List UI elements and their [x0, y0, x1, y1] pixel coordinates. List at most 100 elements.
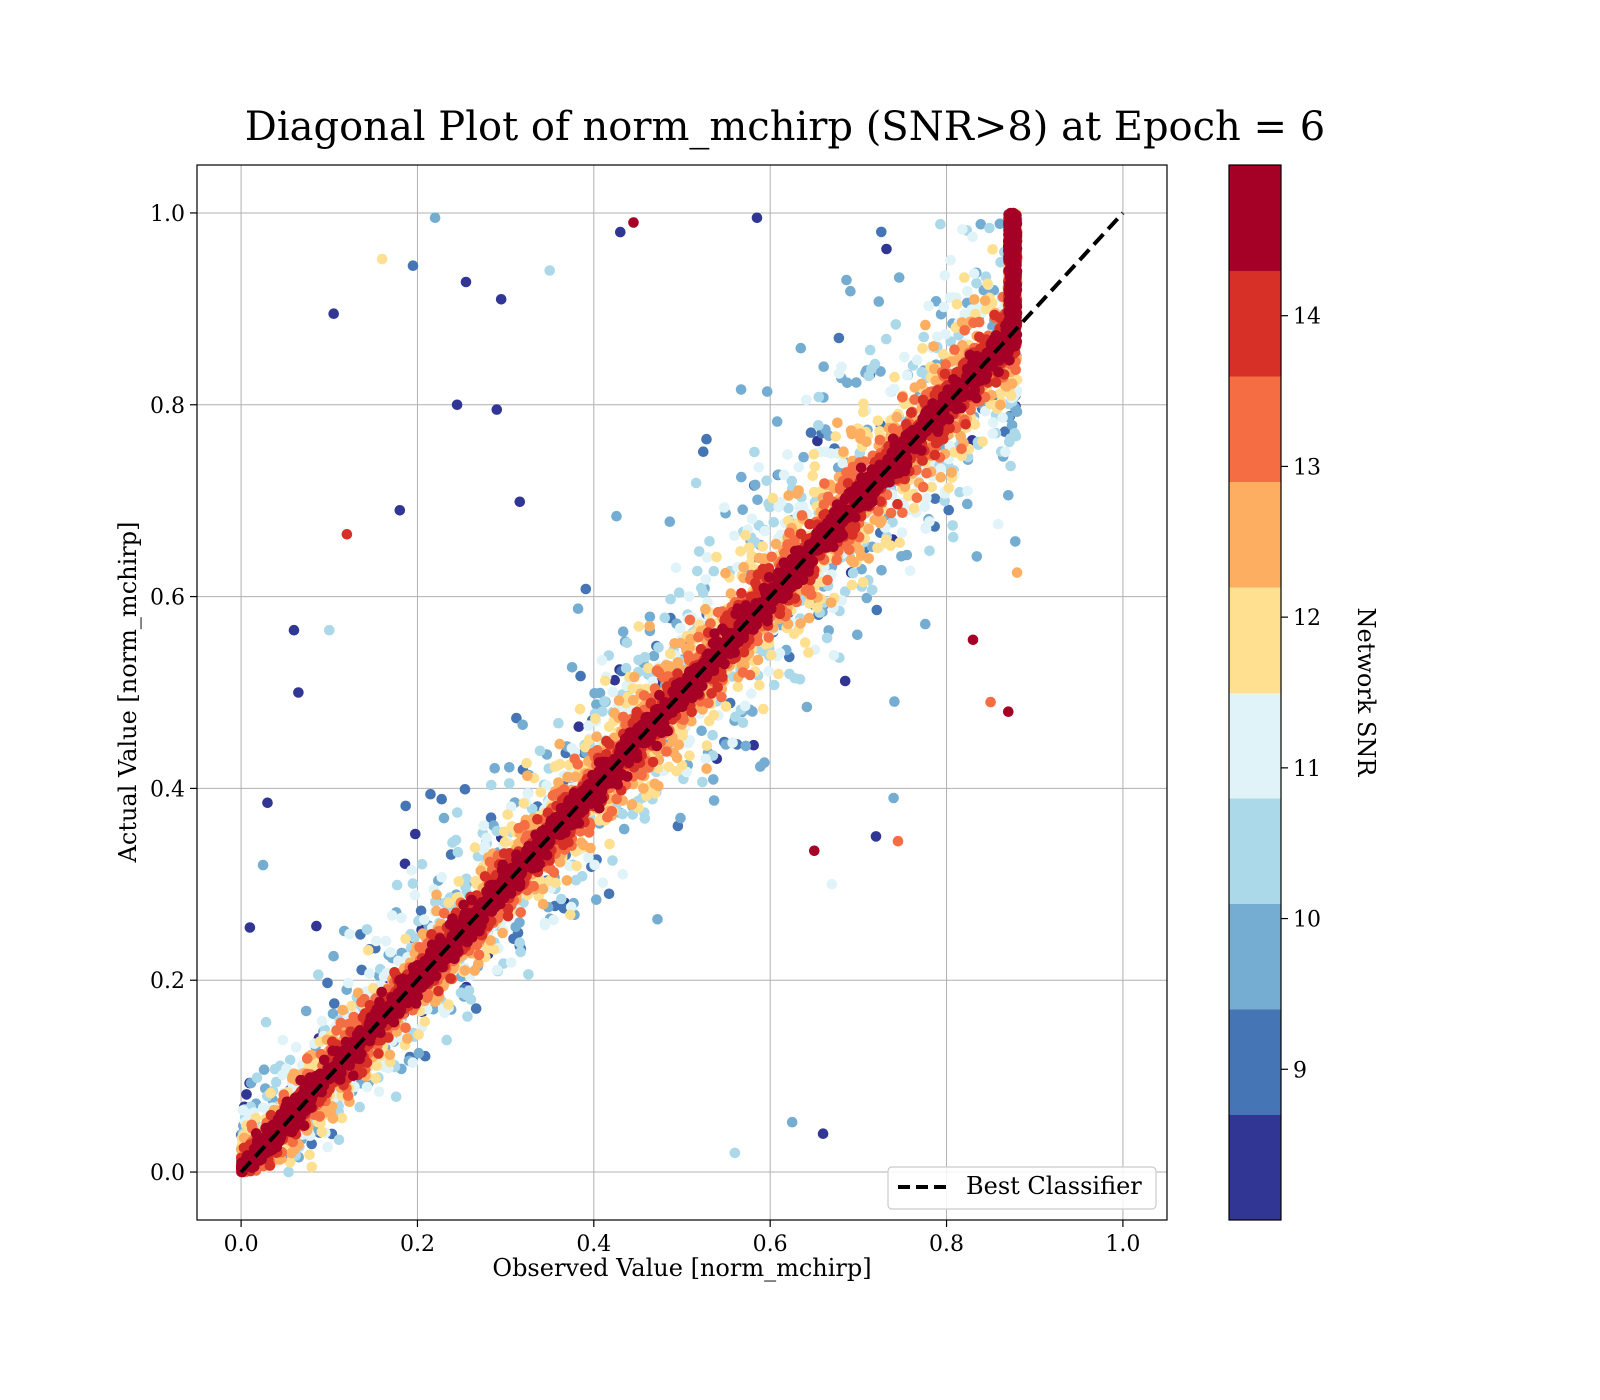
- scatter-point: [880, 534, 892, 545]
- scatter-point: [807, 470, 818, 482]
- scatter-point: [277, 1034, 289, 1046]
- scatter-point: [293, 687, 304, 698]
- scatter-point: [257, 1102, 269, 1113]
- scatter-point: [301, 1053, 313, 1064]
- scatter-point: [729, 1147, 741, 1159]
- scatter-point: [920, 523, 932, 534]
- scatter-point: [443, 999, 454, 1010]
- scatter-point: [876, 226, 887, 238]
- scatter-point: [897, 392, 908, 403]
- scatter-point: [499, 836, 511, 848]
- scatter-point: [337, 1004, 348, 1016]
- scatter-point: [554, 738, 565, 750]
- scatter-point: [830, 431, 842, 442]
- scatter-point: [684, 750, 695, 761]
- scatter-point: [1003, 490, 1014, 501]
- scatter-point: [737, 667, 749, 678]
- scatter-point: [478, 820, 490, 831]
- scatter-point: [805, 427, 817, 439]
- scatter-point: [962, 286, 973, 297]
- scatter-point: [889, 696, 900, 707]
- scatter-point: [665, 593, 676, 605]
- scatter-point: [959, 272, 970, 283]
- scatter-point: [258, 1064, 270, 1075]
- scatter-point: [288, 624, 300, 636]
- scatter-point: [535, 786, 547, 798]
- scatter-point: [967, 231, 978, 243]
- scatter-point: [607, 686, 619, 698]
- scatter-point: [926, 481, 937, 493]
- scatter-point: [708, 565, 720, 577]
- scatter-point: [400, 933, 411, 945]
- scatter-point: [244, 922, 256, 933]
- scatter-point: [284, 1157, 296, 1168]
- scatter-point: [644, 620, 655, 632]
- scatter-point: [659, 612, 671, 624]
- scatter-point: [518, 798, 530, 809]
- scatter-point: [740, 529, 751, 541]
- scatter-point: [749, 479, 761, 491]
- scatter-point: [763, 666, 774, 677]
- scatter-point: [832, 417, 843, 429]
- scatter-point: [306, 1138, 318, 1150]
- scatter-point: [571, 860, 582, 872]
- scatter-point: [361, 924, 373, 935]
- scatter-point: [394, 505, 406, 516]
- scatter-point: [283, 1166, 294, 1178]
- scatter-point: [987, 417, 999, 428]
- scatter-point: [935, 218, 946, 230]
- scatter-point: [652, 914, 663, 925]
- scatter-point: [621, 637, 633, 649]
- scatter-point: [931, 331, 943, 343]
- scatter-point: [921, 492, 932, 504]
- scatter-point: [861, 436, 872, 448]
- scatter-point: [596, 654, 608, 666]
- scatter-point: [803, 647, 814, 658]
- scatter-point: [775, 497, 787, 508]
- scatter-point: [438, 812, 450, 824]
- scatter-point: [1006, 419, 1018, 431]
- scatter-point: [804, 598, 815, 609]
- scatter-point: [701, 433, 712, 445]
- scatter-point: [839, 586, 851, 597]
- scatter-point: [935, 463, 947, 475]
- scatter-point: [818, 361, 829, 373]
- scatter-point: [971, 551, 983, 562]
- scatter-point: [869, 358, 881, 370]
- scatter-point: [407, 878, 419, 889]
- scatter-point: [901, 549, 913, 561]
- scatter-point: [322, 1141, 334, 1153]
- scatter-point: [251, 1072, 263, 1083]
- scatter-point: [583, 852, 594, 863]
- scatter-point: [876, 565, 887, 576]
- scatter-point: [735, 546, 746, 557]
- scatter-point: [419, 1016, 431, 1027]
- scatter-point: [486, 779, 497, 791]
- scatter-point: [889, 371, 900, 383]
- scatter-point: [940, 329, 951, 340]
- scatter-point: [845, 285, 856, 297]
- scatter-point: [944, 292, 956, 303]
- scatter-point: [429, 212, 441, 224]
- scatter-point: [270, 1076, 282, 1088]
- scatter-point: [385, 947, 396, 958]
- scatter-point: [441, 1034, 453, 1046]
- scatter-point: [899, 351, 910, 363]
- scatter-point: [918, 331, 930, 343]
- scatter-point: [626, 799, 638, 810]
- scatter-point: [653, 780, 664, 792]
- scatter-point: [324, 624, 335, 636]
- scatter-point: [402, 1033, 413, 1044]
- scatter-point: [943, 482, 955, 494]
- scatter-point: [511, 712, 522, 724]
- scatter-point: [995, 399, 1006, 411]
- scatter-point: [737, 717, 749, 728]
- scatter-point: [698, 446, 709, 458]
- scatter-point: [971, 278, 982, 289]
- scatter-point: [566, 662, 578, 673]
- scatter-point: [607, 855, 618, 866]
- scatter-point: [613, 695, 625, 706]
- scatter-point: [995, 388, 1006, 399]
- scatter-point: [452, 807, 463, 818]
- scatter-point: [409, 889, 421, 901]
